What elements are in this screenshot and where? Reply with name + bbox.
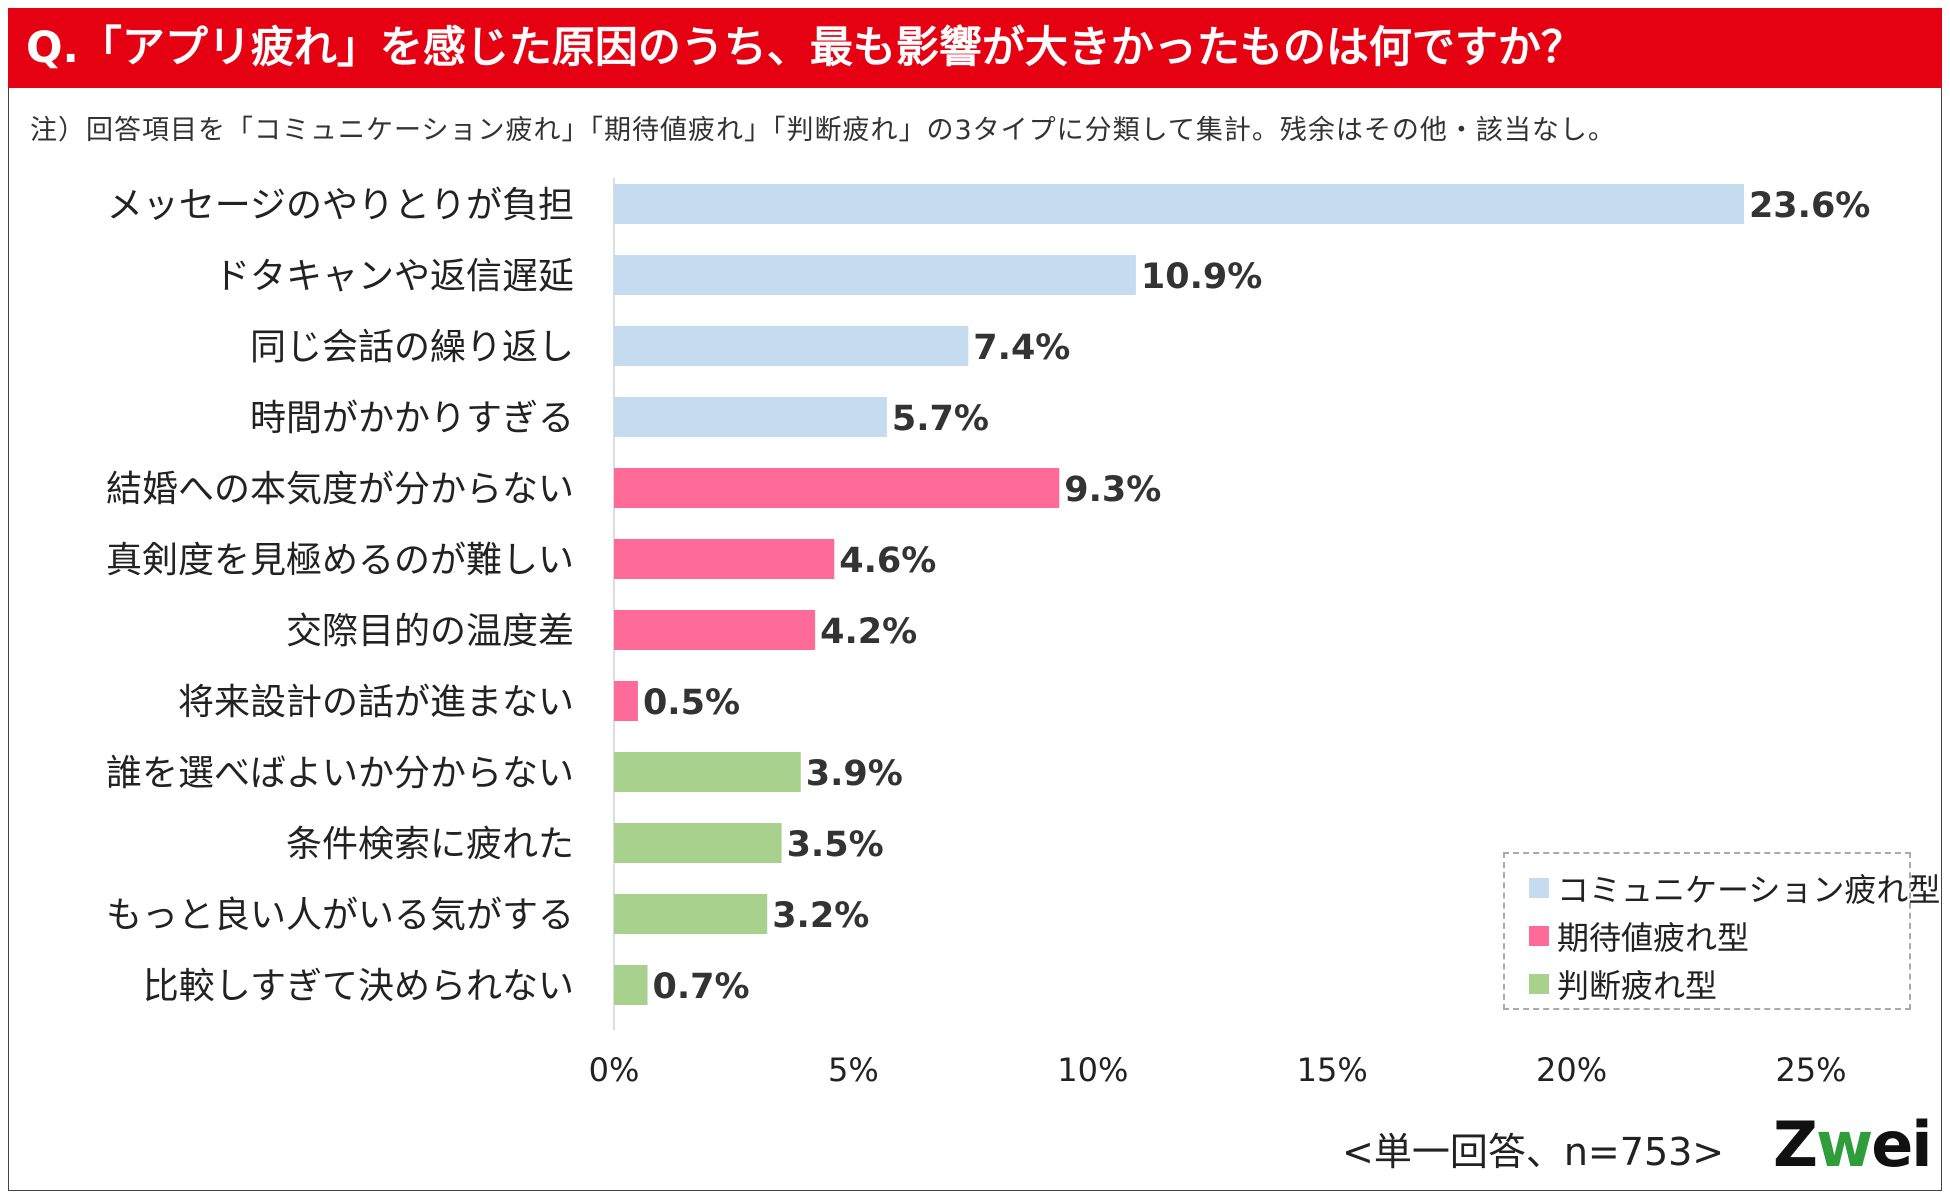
data-label: 0.5% — [643, 683, 740, 723]
data-label: 4.6% — [839, 541, 936, 581]
category-label: 時間がかかりすぎる — [250, 398, 574, 439]
logo-text-z: Z — [1773, 1108, 1818, 1181]
bar — [614, 397, 887, 437]
data-label: 23.6% — [1749, 186, 1870, 226]
category-label: 結婚への本気度が分からない — [106, 469, 574, 510]
bar — [614, 468, 1060, 508]
category-label: 誰を選べばよいか分からない — [106, 753, 574, 794]
legend-swatch-expectation — [1529, 926, 1549, 946]
x-tick-label: 5% — [828, 1051, 879, 1089]
legend-label-judgment: 判断疲れ型 — [1557, 967, 1718, 1005]
x-tick-label: 20% — [1536, 1051, 1607, 1089]
legend-label-expectation: 期待値疲れ型 — [1557, 919, 1750, 957]
data-label: 3.9% — [806, 754, 903, 794]
x-tick-label: 15% — [1297, 1051, 1368, 1089]
data-label: 7.4% — [973, 328, 1070, 368]
logo-text-ei: ei — [1871, 1108, 1932, 1181]
bar — [614, 255, 1136, 295]
data-label: 0.7% — [653, 967, 750, 1007]
category-label: 条件検索に疲れた — [286, 824, 574, 865]
data-label: 4.2% — [820, 612, 917, 652]
data-label: 9.3% — [1064, 470, 1161, 510]
x-tick-label: 10% — [1057, 1051, 1128, 1089]
legend-item-judgment: 判断疲れ型 — [1529, 960, 1909, 1008]
legend-label-communication: コミュニケーション疲れ型 — [1557, 871, 1941, 909]
category-label: 比較しすぎて決められない — [143, 966, 574, 1007]
bar — [614, 894, 768, 934]
legend-swatch-judgment — [1529, 974, 1549, 994]
legend: コミュニケーション疲れ型 期待値疲れ型 判断疲れ型 — [1503, 852, 1940, 1010]
legend-item-expectation: 期待値疲れ型 — [1529, 912, 1909, 960]
bar — [614, 539, 835, 579]
data-label: 10.9% — [1141, 257, 1262, 297]
x-tick-label: 0% — [589, 1051, 640, 1089]
category-label: 同じ会話の繰り返し — [250, 327, 574, 368]
bar — [614, 965, 648, 1005]
category-label: 真剣度を見極めるのが難しい — [106, 540, 574, 581]
bar — [614, 752, 801, 792]
chart-title: Q.「アプリ疲れ」を感じた原因のうち、最も影響が大きかったものは何ですか？ — [8, 8, 1942, 88]
sample-size-note: <単一回答、n=753> — [1342, 1130, 1725, 1174]
data-label: 5.7% — [892, 399, 989, 439]
bar — [614, 326, 969, 366]
legend-swatch-communication — [1529, 878, 1549, 898]
category-label: 将来設計の話が進まない — [178, 682, 574, 723]
data-label: 3.5% — [787, 825, 884, 865]
category-label: 交際目的の温度差 — [286, 611, 574, 652]
bar — [614, 184, 1744, 224]
category-label: もっと良い人がいる気がする — [106, 895, 574, 936]
chart-note: 注）回答項目を「コミュニケーション疲れ」「期待値疲れ」「判断疲れ」の3タイプに分… — [30, 115, 1616, 146]
legend-item-communication: コミュニケーション疲れ型 — [1529, 864, 1940, 912]
data-label: 3.2% — [772, 896, 869, 936]
bar — [614, 610, 816, 650]
x-tick-label: 25% — [1775, 1051, 1846, 1089]
zwei-logo: Zwei — [1773, 1108, 1933, 1181]
bar — [614, 681, 638, 721]
logo-text-w: w — [1815, 1108, 1873, 1181]
category-label: メッセージのやりとりが負担 — [107, 185, 574, 226]
bar — [614, 823, 782, 863]
category-label: ドタキャンや返信遅延 — [214, 256, 574, 297]
